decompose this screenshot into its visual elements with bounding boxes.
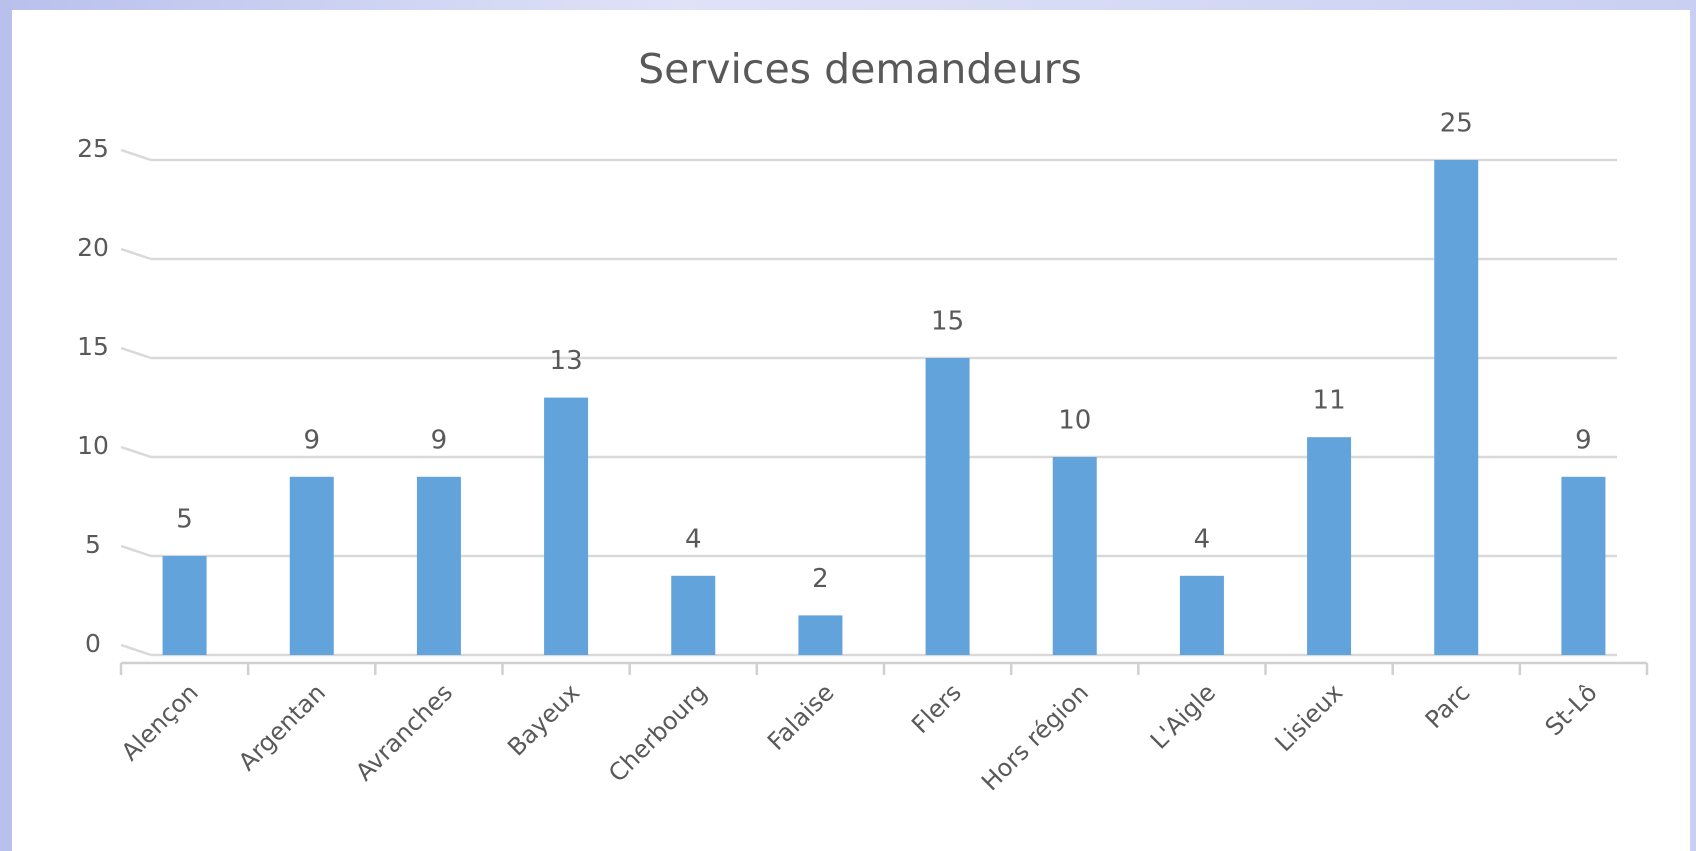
data-label: 9 <box>431 425 448 455</box>
bar <box>416 476 461 655</box>
grid-line-depth <box>120 247 152 261</box>
bar <box>798 615 843 655</box>
chart-background <box>12 10 1690 851</box>
chart-title: Services demandeurs <box>638 45 1082 93</box>
data-label: 11 <box>1313 386 1346 416</box>
bar <box>1052 457 1097 655</box>
bar <box>1434 160 1479 655</box>
data-label: 9 <box>1575 425 1592 455</box>
data-label: 9 <box>303 425 320 455</box>
bar <box>925 358 970 655</box>
grid-line-depth <box>120 148 152 162</box>
data-label: 4 <box>685 524 702 554</box>
data-label: 15 <box>931 307 964 337</box>
grid-line-depth <box>120 544 152 558</box>
y-tick-label: 5 <box>85 530 101 559</box>
y-tick-label: 10 <box>77 431 109 460</box>
data-label: 5 <box>176 505 193 535</box>
data-label: 10 <box>1058 406 1091 436</box>
data-label: 13 <box>550 346 583 376</box>
bar <box>544 397 589 655</box>
y-tick-label: 15 <box>77 332 109 361</box>
data-label: 4 <box>1194 524 1211 554</box>
data-label: 2 <box>812 564 829 594</box>
bar <box>162 556 207 655</box>
grid-line-depth <box>120 643 152 657</box>
bar <box>1307 437 1352 655</box>
bar <box>289 476 334 655</box>
bar <box>1179 575 1224 655</box>
y-tick-label: 20 <box>77 233 109 262</box>
bar <box>671 575 716 655</box>
bar <box>1561 476 1606 655</box>
grid-line-depth <box>120 445 152 459</box>
data-label: 25 <box>1440 109 1473 139</box>
y-tick-label: 0 <box>85 629 101 658</box>
grid-line-depth <box>120 346 152 360</box>
y-tick-label: 25 <box>77 134 109 163</box>
